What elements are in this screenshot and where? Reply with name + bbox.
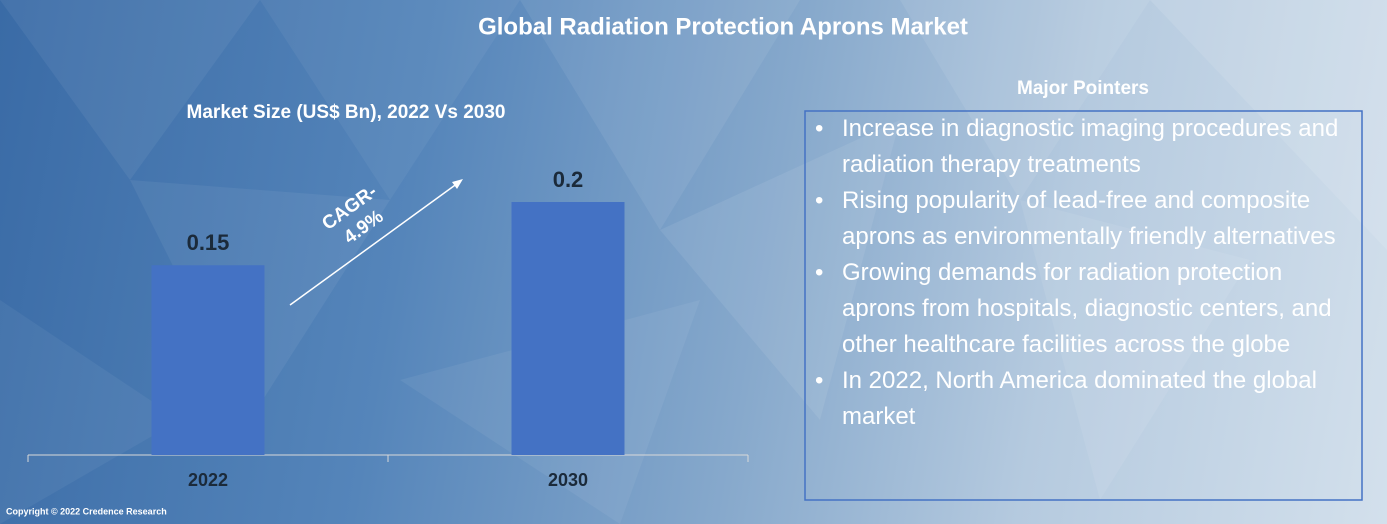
bar — [151, 265, 265, 455]
pointer-item: Rising popularity of lead-free and compo… — [805, 183, 1362, 255]
x-tick-label: 2022 — [188, 470, 228, 490]
pointer-item: Increase in diagnostic imaging procedure… — [805, 111, 1362, 183]
pointer-item: Growing demands for radiation protection… — [805, 255, 1362, 363]
cagr-arrow — [289, 182, 459, 306]
chart-title: Global Radiation Protection Aprons Marke… — [478, 13, 968, 40]
pointers-title: Major Pointers — [1017, 78, 1149, 99]
value-label: 0.2 — [553, 167, 584, 192]
x-tick-label: 2030 — [548, 470, 588, 490]
chart-subtitle: Market Size (US$ Bn), 2022 Vs 2030 — [187, 102, 506, 123]
pointer-item: In 2022, North America dominated the glo… — [805, 363, 1362, 435]
bar — [511, 202, 625, 455]
pointers-list: Increase in diagnostic imaging procedure… — [805, 111, 1362, 435]
value-label: 0.15 — [187, 230, 230, 255]
copyright: Copyright © 2022 Credence Research — [6, 506, 167, 516]
cagr-arrow-head — [452, 179, 463, 189]
